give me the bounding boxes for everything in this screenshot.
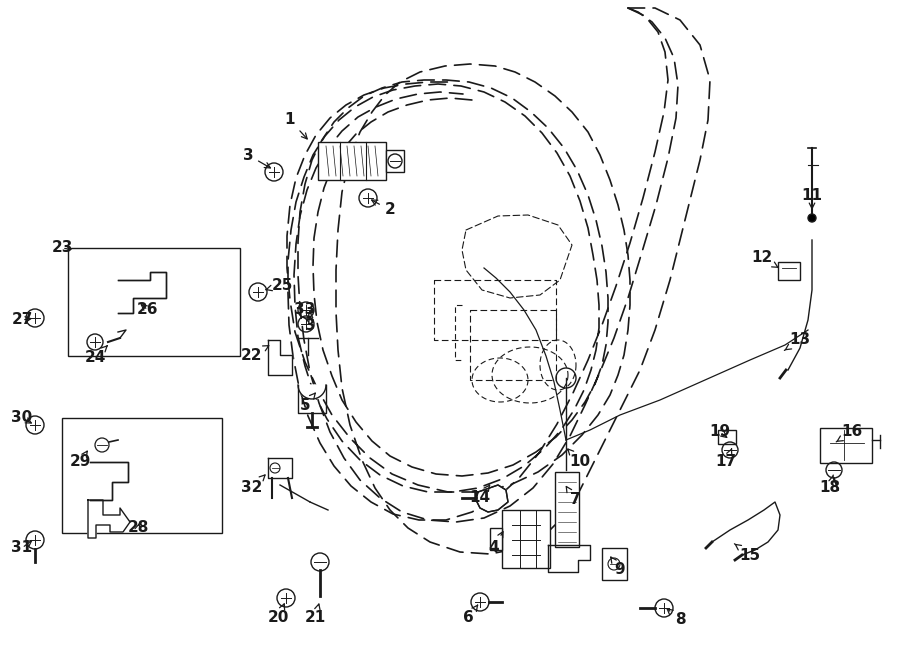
Polygon shape (476, 485, 508, 512)
Bar (820, 428, 872, 463)
Text: 25: 25 (266, 278, 292, 293)
Text: 4: 4 (489, 531, 503, 555)
Polygon shape (88, 500, 130, 538)
Text: 13: 13 (785, 332, 811, 350)
Bar (602, 548, 627, 580)
Text: 18: 18 (819, 475, 841, 496)
Text: 15: 15 (734, 544, 760, 563)
Text: 1: 1 (284, 112, 307, 139)
Text: 27: 27 (12, 313, 32, 327)
Polygon shape (118, 272, 166, 313)
Text: 14: 14 (470, 485, 490, 506)
Text: 32: 32 (241, 475, 266, 496)
Text: 19: 19 (709, 424, 731, 440)
Bar (778, 262, 800, 280)
Text: 33: 33 (294, 303, 316, 323)
Text: 29: 29 (69, 451, 91, 469)
Text: 8: 8 (667, 609, 685, 627)
Text: 6: 6 (463, 605, 478, 625)
Polygon shape (268, 458, 292, 478)
Text: 26: 26 (137, 303, 158, 317)
Text: 28: 28 (127, 520, 148, 535)
Text: 24: 24 (85, 346, 107, 366)
Text: 30: 30 (12, 410, 32, 426)
Polygon shape (90, 462, 128, 500)
Bar (68, 248, 240, 356)
Text: 16: 16 (836, 424, 862, 442)
Text: 7: 7 (566, 486, 580, 508)
Polygon shape (298, 385, 326, 399)
Bar (318, 142, 386, 180)
Text: 20: 20 (267, 603, 289, 625)
Text: 3: 3 (305, 312, 315, 332)
Text: 11: 11 (802, 188, 823, 209)
Text: 2: 2 (372, 200, 395, 217)
Text: 9: 9 (611, 557, 625, 578)
Bar (386, 150, 404, 172)
Text: 22: 22 (241, 346, 269, 362)
Bar (62, 418, 222, 533)
Text: 5: 5 (300, 393, 315, 412)
Polygon shape (548, 545, 590, 572)
Text: 23: 23 (51, 241, 73, 256)
Text: 31: 31 (12, 541, 32, 555)
Bar (718, 430, 736, 444)
Polygon shape (268, 340, 292, 375)
Text: 21: 21 (304, 604, 326, 625)
Bar (490, 528, 502, 550)
Text: 3: 3 (243, 147, 270, 168)
Text: 12: 12 (752, 251, 778, 268)
Text: 10: 10 (568, 449, 590, 469)
Text: 17: 17 (716, 449, 736, 469)
Bar (502, 510, 550, 568)
Bar (555, 472, 579, 547)
Circle shape (808, 214, 816, 222)
